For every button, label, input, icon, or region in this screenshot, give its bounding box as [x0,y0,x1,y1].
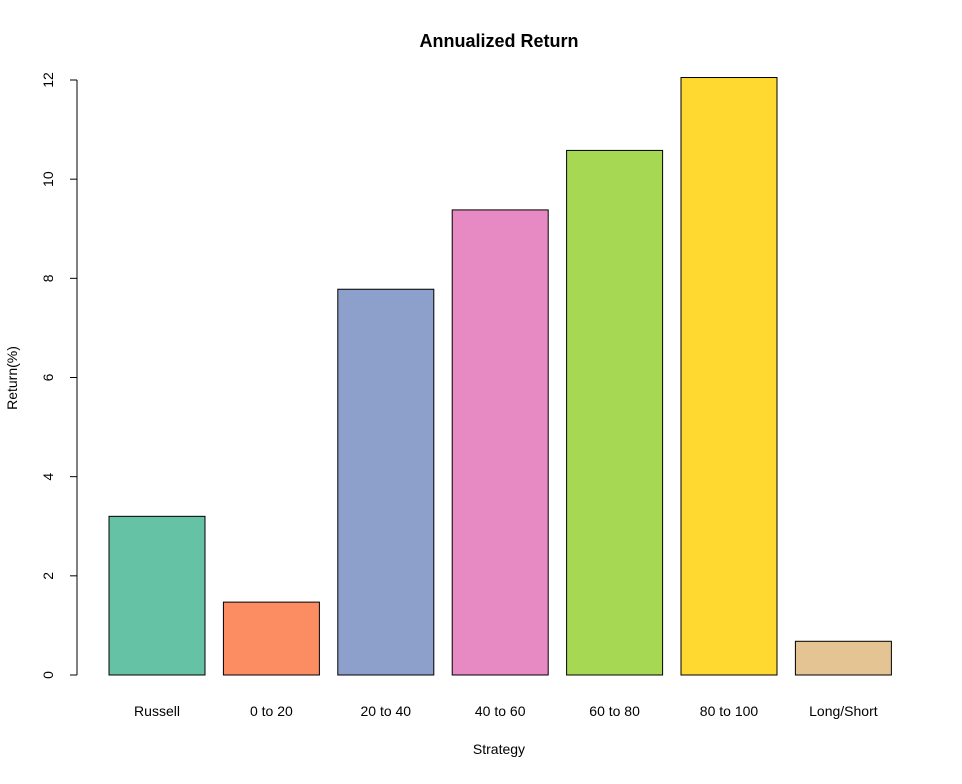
y-tick-label: 12 [40,72,56,88]
x-tick-label: 40 to 60 [475,703,526,719]
y-tick-label: 4 [40,473,56,481]
bar-russell [108,515,206,676]
y-tick-label: 10 [40,171,56,187]
bar-0-to-20 [222,601,320,676]
bar-long-short [794,640,892,676]
bar-20-to-40 [337,288,435,676]
y-axis: 0 2 4 6 8 10 12 [40,72,78,679]
chart-title: Annualized Return [419,31,578,51]
y-tick-label: 8 [40,274,56,282]
y-tick-label: 6 [40,373,56,381]
x-tick-label: 20 to 40 [360,703,411,719]
x-tick-label: 0 to 20 [250,703,293,719]
x-tick-label: Russell [134,703,180,719]
x-tick-labels: Russell 0 to 20 20 to 40 40 to 60 60 to 80 80… [134,703,878,719]
y-axis-label: Return(%) [4,346,20,410]
x-tick-label: 60 to 80 [589,703,640,719]
x-tick-label: 80 to 100 [700,703,759,719]
bar-40-to-60 [451,209,549,676]
x-tick-label: Long/Short [809,703,878,719]
bar-60-to-80 [566,149,664,676]
y-tick-label: 2 [40,572,56,580]
x-axis-label: Strategy [473,741,525,757]
bar-80-to-100 [680,77,778,676]
bar-group [108,77,892,676]
y-tick-label: 0 [40,671,56,679]
